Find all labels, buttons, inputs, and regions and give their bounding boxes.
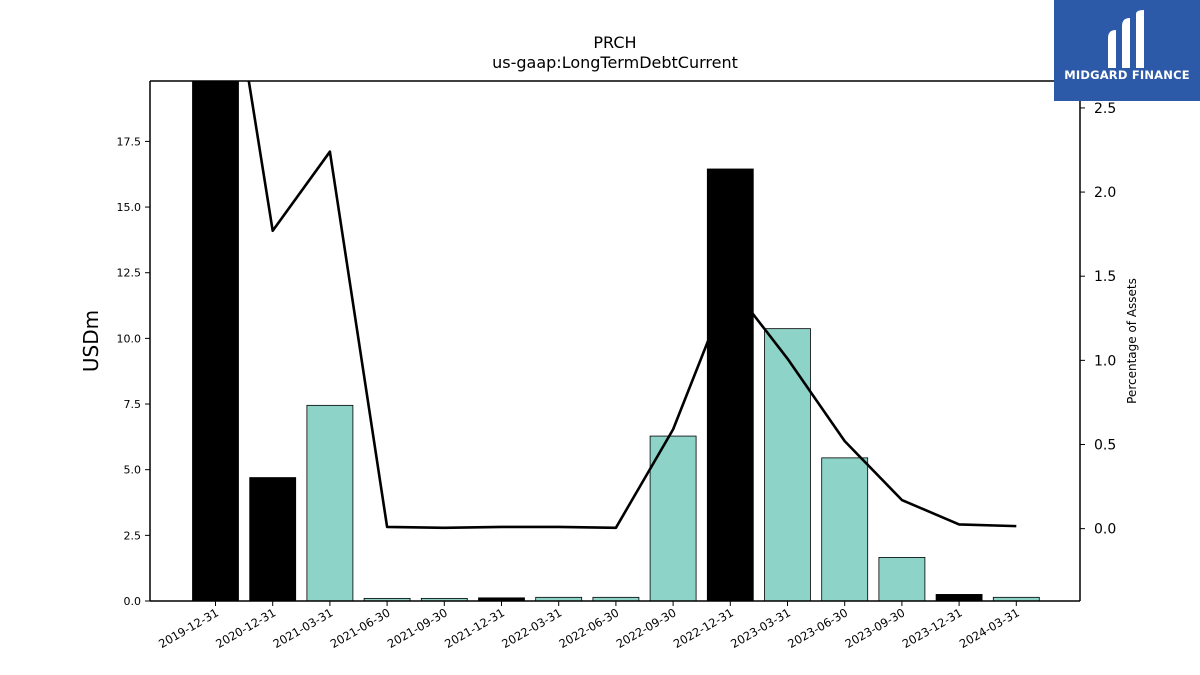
y-right-tick-label: 2.0 xyxy=(1094,185,1116,201)
x-tick-label: 2021-06-30 xyxy=(328,605,393,651)
brand-logo: MIDGARD FINANCE xyxy=(1054,0,1200,101)
y-axis-label: USDm xyxy=(79,310,103,372)
x-tick-label: 2021-09-30 xyxy=(385,605,450,651)
pct-assets-line xyxy=(247,81,1017,530)
x-tick-label: 2020-12-31 xyxy=(213,605,278,651)
x-tick-label: 2021-12-31 xyxy=(442,605,507,651)
x-tick-label: 2022-12-31 xyxy=(671,605,736,651)
bar-2022-06-30 xyxy=(592,596,640,601)
y-tick-label: 12.5 xyxy=(117,267,142,280)
brand-name: MIDGARD FINANCE xyxy=(1064,68,1190,82)
bar-2020-12-31 xyxy=(249,477,297,601)
y-tick-label: 10.0 xyxy=(117,332,142,345)
bar-2022-09-30 xyxy=(649,435,697,601)
x-tick-label: 2022-09-30 xyxy=(614,605,679,651)
logo-mark-icon xyxy=(1108,10,1144,68)
y-axis-right-label: Percentage of Assets xyxy=(1125,278,1139,404)
x-tick-label: 2024-03-31 xyxy=(957,605,1022,651)
y-right-tick-label: 1.0 xyxy=(1094,353,1116,369)
bars-group xyxy=(192,81,1040,601)
bar-2019-12-31 xyxy=(192,81,239,601)
bar-2023-03-31 xyxy=(764,328,811,601)
y-tick-label: 17.5 xyxy=(117,135,142,148)
x-tick-label: 2019-12-31 xyxy=(156,605,221,651)
y-right-tick-label: 0.5 xyxy=(1094,437,1116,453)
y-tick-label: 15.0 xyxy=(117,201,142,214)
chart-title: PRCH xyxy=(593,33,636,52)
y-tick-label: 2.5 xyxy=(124,529,142,542)
bar-2022-03-31 xyxy=(535,596,583,601)
x-tick-label: 2023-06-30 xyxy=(785,605,850,651)
y-right-tick-label: 1.5 xyxy=(1094,269,1116,285)
y-right-tick-label: 0.0 xyxy=(1094,522,1116,538)
bar-2022-12-31 xyxy=(706,168,754,601)
x-tick-label: 2023-03-31 xyxy=(728,605,793,651)
y-right-tick-label: 2.5 xyxy=(1094,101,1116,117)
x-tick-label: 2023-09-30 xyxy=(843,605,908,651)
x-tick-label: 2023-12-31 xyxy=(900,605,965,651)
y-tick-label: 0.0 xyxy=(124,595,142,608)
x-tick-label: 2022-06-30 xyxy=(557,605,622,651)
x-tick-label: 2022-03-31 xyxy=(499,605,564,651)
bar-2023-09-30 xyxy=(878,557,926,601)
bar-2023-06-30 xyxy=(821,457,869,601)
chart-subtitle: us-gaap:LongTermDebtCurrent xyxy=(492,53,738,72)
y-tick-label: 7.5 xyxy=(124,398,142,411)
y-tick-label: 5.0 xyxy=(124,464,142,477)
bar-2023-12-31 xyxy=(935,594,983,601)
bar-2021-12-31 xyxy=(478,597,525,601)
bar-2024-03-31 xyxy=(992,596,1040,601)
line-group xyxy=(247,81,1017,530)
bar-2021-03-31 xyxy=(306,404,354,601)
x-tick-label: 2021-03-31 xyxy=(271,605,336,651)
